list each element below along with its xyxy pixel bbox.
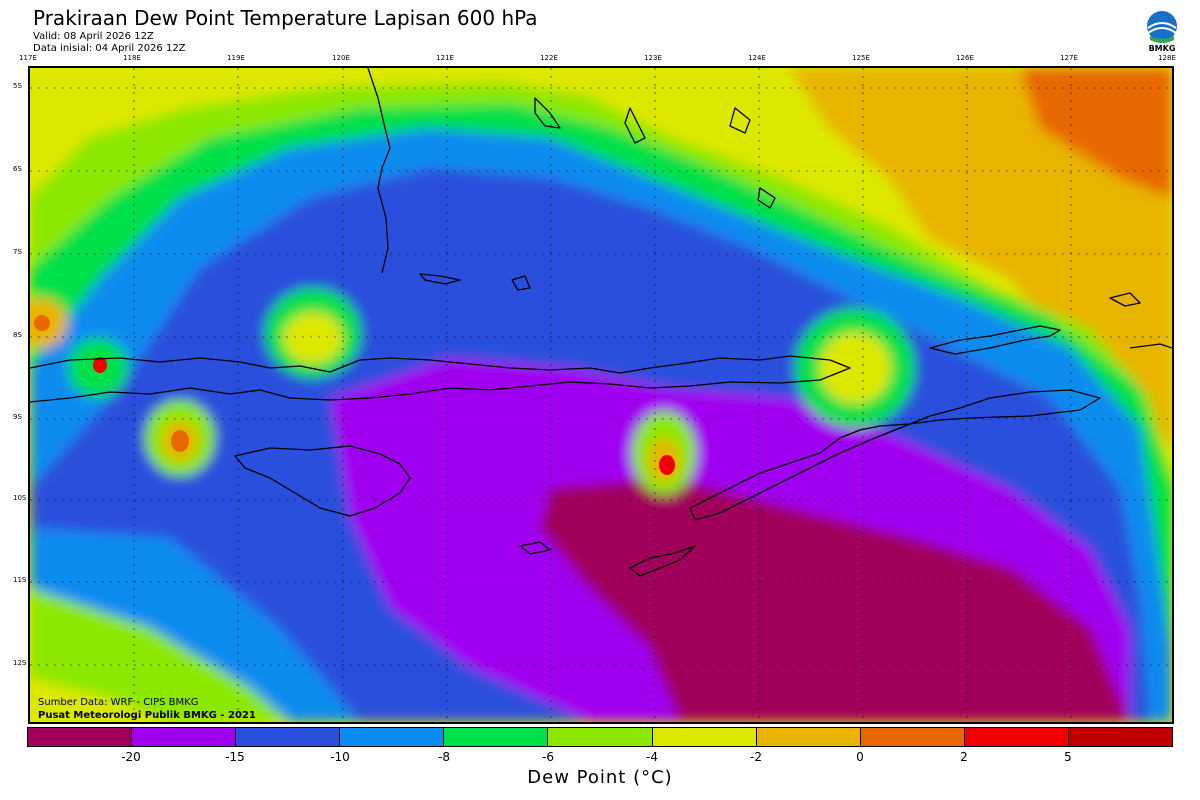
colorbar (27, 727, 1173, 747)
colorbar-swatch (652, 728, 757, 746)
lon-label: 120E (332, 54, 350, 62)
lat-label: 5S (13, 82, 22, 90)
colorbar-swatch (444, 728, 549, 746)
colorbar-tick: -2 (750, 750, 762, 764)
dewpoint-map (28, 66, 1174, 724)
colorbar-swatch (28, 728, 133, 746)
valid-time: Valid: 08 April 2026 12Z (33, 31, 154, 42)
map-title: Prakiraan Dew Point Temperature Lapisan … (33, 6, 538, 30)
colorbar-tick: 5 (1064, 750, 1072, 764)
colorbar-swatch (964, 728, 1069, 746)
colorbar-swatch (548, 728, 653, 746)
colorbar-tick: -10 (330, 750, 350, 764)
colorbar-tick: 2 (960, 750, 968, 764)
data-source-credit: Sumber Data: WRF - CIPS BMKG (38, 697, 199, 708)
colorbar-tick: -15 (225, 750, 245, 764)
colorbar-tick: -8 (438, 750, 450, 764)
colorbar-title: Dew Point (°C) (527, 767, 673, 788)
bmkg-logo-icon (1147, 11, 1177, 43)
lat-label: 6S (13, 165, 22, 173)
colorbar-swatch (340, 728, 445, 746)
lon-label: 121E (436, 54, 454, 62)
bmkg-logo: BMKG (1144, 8, 1180, 56)
lat-label: 8S (13, 331, 22, 339)
bmkg-logo-text: BMKG (1148, 44, 1176, 53)
lon-label: 118E (123, 54, 141, 62)
dewpoint-field (30, 68, 1172, 722)
lon-label: 127E (1060, 54, 1078, 62)
lon-label: 119E (227, 54, 245, 62)
lat-label: 10S (13, 494, 27, 502)
lon-label: 126E (956, 54, 974, 62)
lon-label: 128E (1158, 54, 1176, 62)
colorbar-tick: -6 (542, 750, 554, 764)
lat-label: 12S (13, 659, 27, 667)
organization-credit: Pusat Meteorologi Publik BMKG - 2021 (38, 710, 256, 721)
lon-label: 117E (19, 54, 37, 62)
colorbar-swatch (756, 728, 861, 746)
initial-data-time: Data inisial: 04 April 2026 12Z (33, 43, 186, 54)
colorbar-swatch (236, 728, 341, 746)
lon-label: 124E (748, 54, 766, 62)
colorbar-swatch (860, 728, 965, 746)
lon-label: 125E (852, 54, 870, 62)
colorbar-tick: 0 (856, 750, 864, 764)
lat-label: 11S (13, 576, 27, 584)
colorbar-tick: -20 (121, 750, 141, 764)
colorbar-swatch (1068, 728, 1173, 746)
lon-label: 122E (540, 54, 558, 62)
lat-label: 9S (13, 413, 22, 421)
colorbar-swatch (132, 728, 237, 746)
lon-label: 123E (644, 54, 662, 62)
colorbar-tick: -4 (646, 750, 658, 764)
lat-label: 7S (13, 248, 22, 256)
